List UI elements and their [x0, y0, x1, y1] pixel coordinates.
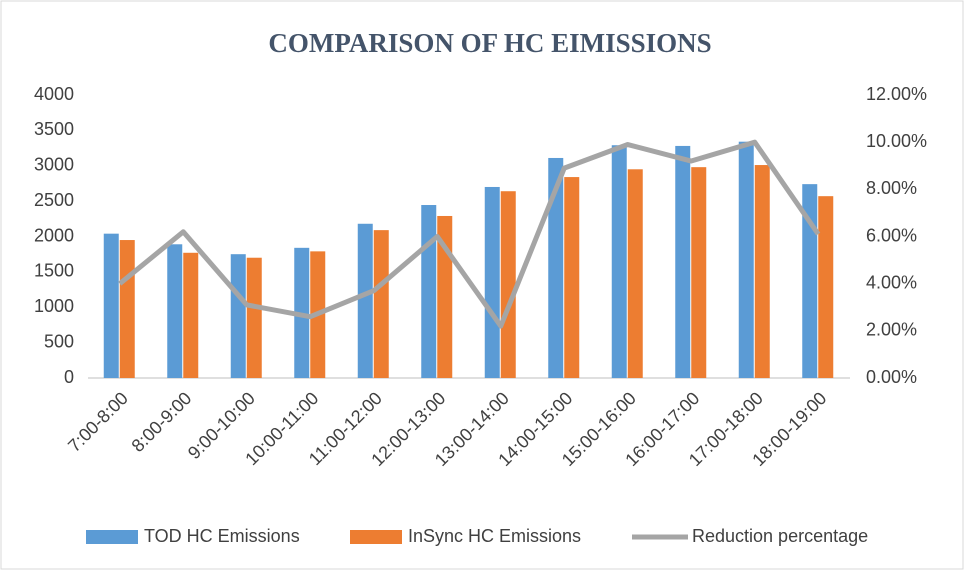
- bar: [564, 177, 580, 378]
- legend-label: TOD HC Emissions: [144, 526, 300, 546]
- bar: [611, 145, 627, 378]
- bar: [738, 141, 754, 378]
- y2-tick-label: 2.00%: [866, 320, 917, 340]
- y-tick-label: 1500: [34, 261, 74, 281]
- bar: [167, 244, 183, 378]
- bar: [754, 165, 770, 378]
- bar: [103, 233, 119, 378]
- legend-label: Reduction percentage: [692, 526, 868, 546]
- y-tick-label: 2000: [34, 225, 74, 245]
- bar: [230, 254, 246, 378]
- line: [118, 139, 821, 329]
- bar: [548, 157, 564, 378]
- legend-label: InSync HC Emissions: [408, 526, 581, 546]
- bar: [675, 145, 691, 378]
- y2-tick-label: 0.00%: [866, 367, 917, 387]
- bar: [357, 223, 373, 378]
- bar: [818, 196, 834, 378]
- legend-swatch: [350, 530, 402, 544]
- bar: [500, 191, 516, 378]
- y-tick-label: 3500: [34, 119, 74, 139]
- bar: [183, 252, 199, 378]
- legend-swatch: [86, 530, 138, 544]
- chart-title: COMPARISON OF HC EIMISSIONS: [268, 28, 711, 58]
- y2-tick-label: 6.00%: [866, 225, 917, 245]
- bar: [421, 205, 437, 378]
- y-tick-label: 0: [64, 367, 74, 387]
- y2-tick-label: 12.00%: [866, 84, 927, 104]
- bar: [691, 167, 707, 378]
- y-tick-label: 3000: [34, 155, 74, 175]
- y-tick-label: 1000: [34, 296, 74, 316]
- y-tick-label: 500: [44, 331, 74, 351]
- y2-tick-label: 8.00%: [866, 178, 917, 198]
- y-tick-label: 4000: [34, 84, 74, 104]
- bar: [246, 257, 262, 378]
- bar: [627, 169, 643, 378]
- bar: [119, 240, 135, 378]
- y-tick-label: 2500: [34, 190, 74, 210]
- bar: [484, 186, 500, 378]
- bar: [802, 184, 818, 378]
- y2-tick-label: 10.00%: [866, 131, 927, 151]
- bar: [373, 230, 389, 378]
- y2-tick-label: 4.00%: [866, 272, 917, 292]
